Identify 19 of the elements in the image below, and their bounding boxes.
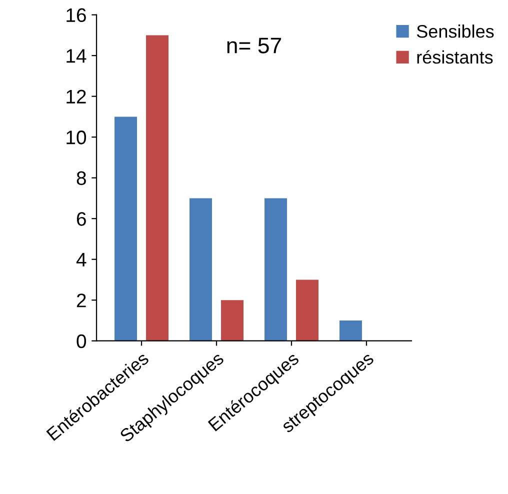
y-tick-label: 0 <box>76 334 86 348</box>
y-tick-label: 14 <box>66 49 86 63</box>
y-tick-label: 12 <box>66 90 86 104</box>
bar <box>296 280 318 341</box>
bar <box>190 198 212 341</box>
bar <box>114 116 138 341</box>
y-tick-label: 2 <box>76 294 86 308</box>
legend-label: résistants <box>417 50 493 64</box>
y-tick-label: 6 <box>76 212 86 226</box>
legend-label: Sensibles <box>416 24 494 38</box>
y-tick-label: 10 <box>66 130 86 144</box>
y-tick-label: 8 <box>76 171 86 186</box>
y-tick-label: 4 <box>76 253 86 266</box>
bar <box>339 320 362 341</box>
annotation: n= 57 <box>227 38 281 54</box>
bar <box>221 300 244 341</box>
bar <box>146 35 169 341</box>
y-tick-label: 16 <box>66 8 86 22</box>
bar <box>264 198 287 341</box>
